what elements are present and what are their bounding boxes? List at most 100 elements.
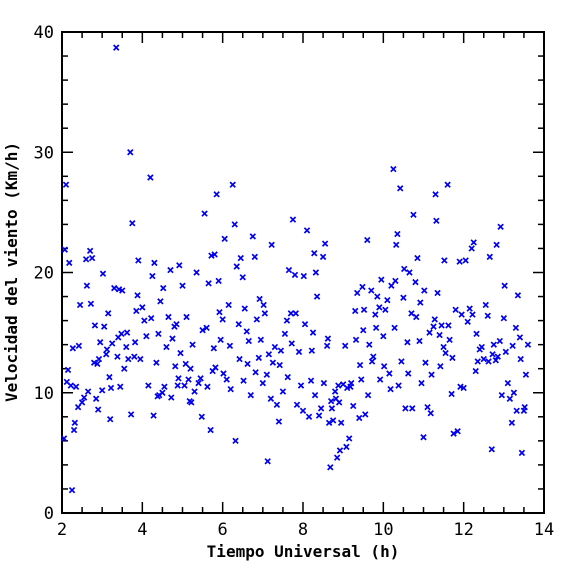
data-point xyxy=(169,335,176,342)
data-point xyxy=(119,287,126,294)
data-point xyxy=(521,403,528,411)
data-point xyxy=(362,411,369,418)
data-point xyxy=(391,324,398,332)
data-point xyxy=(127,149,134,156)
data-point xyxy=(187,365,194,372)
y-axis-title: Velocidad del viento (Km/h) xyxy=(2,142,21,402)
data-point xyxy=(227,385,234,393)
data-point xyxy=(147,314,155,322)
data-point xyxy=(312,269,320,276)
data-point xyxy=(237,254,244,262)
data-point xyxy=(168,394,175,401)
data-point xyxy=(111,284,118,292)
data-point xyxy=(510,389,518,396)
data-point xyxy=(207,426,214,434)
data-point xyxy=(176,262,183,269)
data-point xyxy=(285,266,293,274)
data-point xyxy=(474,358,481,365)
data-point xyxy=(321,240,329,247)
data-point xyxy=(466,305,473,312)
data-point xyxy=(92,395,100,402)
plot-frame xyxy=(61,31,545,514)
y-tick-label: 0 xyxy=(44,504,54,524)
data-point xyxy=(273,401,281,408)
data-point xyxy=(195,379,202,387)
data-point xyxy=(472,367,479,375)
data-point xyxy=(328,405,336,412)
data-point xyxy=(319,253,327,261)
data-point xyxy=(106,416,114,423)
data-point xyxy=(449,354,456,362)
data-point xyxy=(240,377,247,384)
data-point xyxy=(259,379,267,387)
data-point xyxy=(434,289,441,297)
data-point xyxy=(364,236,371,244)
data-point xyxy=(188,399,195,406)
data-point xyxy=(484,312,491,319)
data-point xyxy=(473,330,480,338)
data-point xyxy=(62,181,70,188)
data-point xyxy=(420,434,427,441)
data-point xyxy=(445,322,452,329)
data-point xyxy=(401,265,408,273)
data-point xyxy=(123,329,131,336)
data-point xyxy=(430,323,437,330)
data-point xyxy=(99,270,107,277)
data-point xyxy=(464,318,471,326)
data-point xyxy=(384,296,391,304)
data-point xyxy=(313,293,321,300)
data-point xyxy=(418,379,425,387)
data-point xyxy=(336,447,344,454)
data-point xyxy=(406,269,413,276)
data-point xyxy=(414,254,421,262)
tick-labels: 2 4 6 8 10 12 14 0 10 20 30 40 xyxy=(34,23,555,540)
data-point xyxy=(160,284,167,292)
data-point xyxy=(102,351,110,358)
data-point xyxy=(80,394,88,401)
data-point xyxy=(488,446,495,453)
data-point xyxy=(193,269,200,276)
data-point xyxy=(329,417,337,424)
data-point xyxy=(376,376,384,383)
data-point xyxy=(444,181,451,188)
data-point xyxy=(113,44,120,51)
data-point xyxy=(324,335,332,342)
data-point xyxy=(129,219,136,227)
data-point xyxy=(283,317,291,324)
data-point xyxy=(320,379,328,387)
data-point xyxy=(109,340,116,347)
data-point xyxy=(502,348,510,356)
data-point xyxy=(508,419,516,427)
data-point xyxy=(390,165,397,173)
data-point xyxy=(470,239,477,246)
data-point xyxy=(341,342,349,350)
data-point xyxy=(114,353,121,360)
data-point xyxy=(252,369,259,376)
data-point xyxy=(392,277,399,285)
data-point xyxy=(299,407,307,414)
data-point xyxy=(307,377,315,384)
data-point xyxy=(189,341,196,348)
data-point xyxy=(264,458,271,465)
data-point xyxy=(257,336,265,344)
data-point xyxy=(185,376,192,383)
data-point xyxy=(256,295,263,303)
data-point xyxy=(293,401,301,408)
data-point xyxy=(509,342,516,350)
data-point xyxy=(494,353,502,360)
data-point xyxy=(131,339,139,346)
y-tick-label: 30 xyxy=(34,143,54,163)
data-point xyxy=(198,413,205,421)
data-point xyxy=(427,409,434,417)
data-point xyxy=(157,298,164,305)
data-point xyxy=(83,282,91,289)
data-point xyxy=(446,336,453,344)
data-point xyxy=(247,391,254,399)
x-tick-label: 10 xyxy=(373,520,393,540)
data-point xyxy=(61,246,69,253)
data-point xyxy=(482,301,489,309)
data-point xyxy=(380,333,387,340)
data-point xyxy=(497,223,504,231)
data-point xyxy=(241,305,248,312)
data-point xyxy=(358,376,365,383)
